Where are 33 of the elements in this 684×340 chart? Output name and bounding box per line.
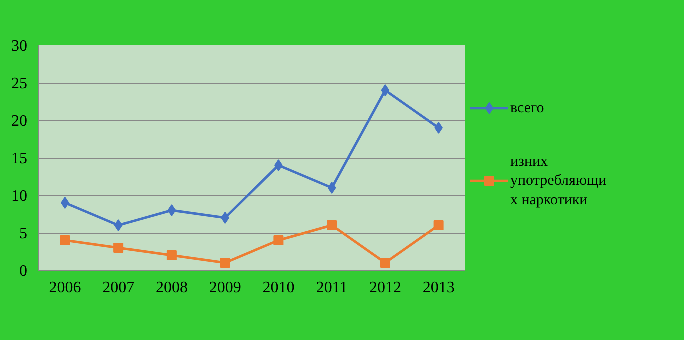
x-tick-label: 2012 xyxy=(369,280,402,296)
x-tick-label: 2007 xyxy=(102,280,135,296)
y-tick-label: 10 xyxy=(12,188,28,205)
x-tick-label: 2011 xyxy=(316,280,348,296)
x-tick-label: 2008 xyxy=(156,280,188,296)
y-tick-label: 30 xyxy=(12,38,28,55)
y-tick-label: 20 xyxy=(12,113,28,130)
legend-label: всего xyxy=(510,100,544,116)
x-tick-label: 2006 xyxy=(49,280,82,296)
point xyxy=(221,212,230,224)
point xyxy=(274,160,283,172)
point xyxy=(381,84,390,96)
point xyxy=(168,204,176,216)
point xyxy=(434,220,444,230)
point xyxy=(434,122,443,134)
point xyxy=(166,250,177,260)
y-tick-label: 15 xyxy=(12,150,28,168)
point xyxy=(380,258,390,268)
point xyxy=(327,220,338,230)
y-tick-label: 0 xyxy=(20,263,28,280)
y-tick-label: 5 xyxy=(20,226,28,242)
point xyxy=(274,236,284,246)
point xyxy=(114,243,124,253)
point xyxy=(60,236,70,246)
x-tick-label: 2010 xyxy=(262,280,295,296)
legend-label: изних употребляющих наркотики xyxy=(510,154,607,208)
point xyxy=(114,220,123,232)
x-tick-label: 2009 xyxy=(209,280,242,296)
point xyxy=(220,258,230,268)
point xyxy=(328,182,336,194)
y-tick-label: 25 xyxy=(12,76,28,92)
x-tick-label: 2013 xyxy=(422,280,455,296)
point xyxy=(61,197,70,209)
